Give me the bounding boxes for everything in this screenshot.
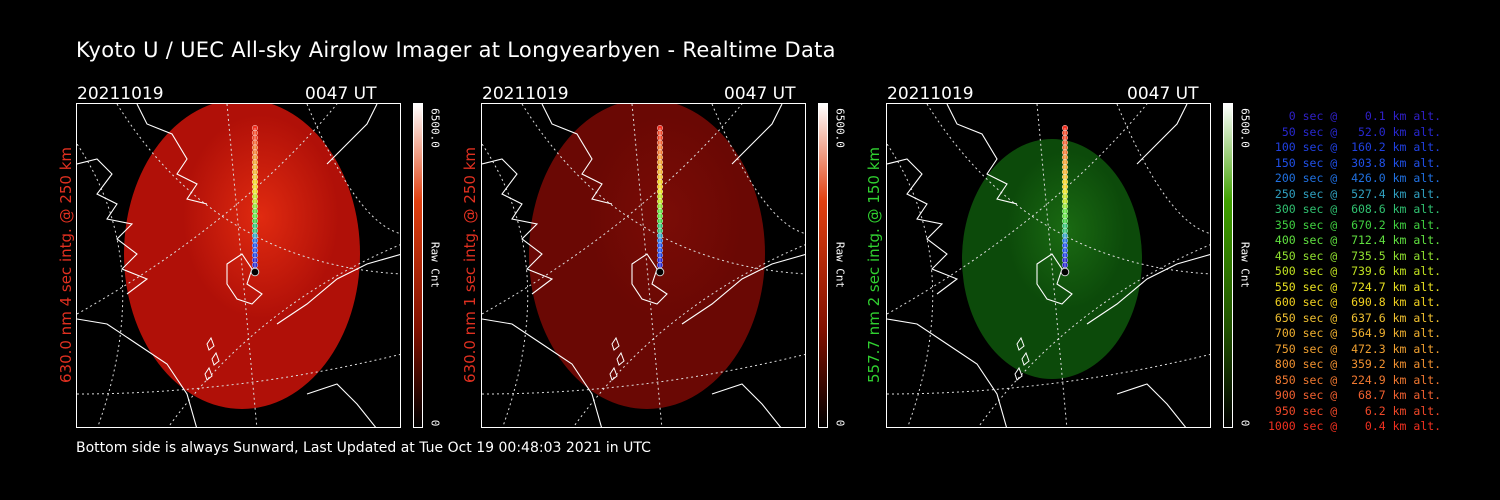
legend-row: 750 sec @ 472.3 km alt. [1268, 341, 1442, 356]
panel-3-cbar-max: 6500.0 [1238, 108, 1252, 148]
panel-1-date: 20211019 [77, 84, 164, 104]
airglow-field [529, 104, 765, 409]
airglow-field [124, 104, 360, 409]
graticule-line [1036, 104, 1068, 427]
coastline [1036, 253, 1073, 305]
graticule-line [77, 353, 400, 395]
coastline [136, 104, 208, 205]
legend-row: 900 sec @ 68.7 km alt. [1268, 388, 1442, 402]
allsky-map [77, 104, 400, 427]
island [204, 366, 213, 381]
island [616, 351, 625, 366]
legend-row: 500 sec @ 739.6 km alt. [1268, 264, 1442, 278]
legend-row: 800 sec @ 359.2 km alt. [1268, 357, 1442, 371]
graticule-line [887, 353, 1210, 395]
legend-row: 250 sec @ 527.4 km alt. [1268, 186, 1442, 201]
footer-status: Bottom side is always Sunward, Last Upda… [76, 440, 651, 456]
panel-1-time: 0047 UT [305, 84, 377, 104]
panel-2-date: 20211019 [482, 84, 569, 104]
panel-2-image [481, 103, 806, 428]
coastline [77, 158, 149, 295]
graticule-line [572, 244, 805, 427]
panel-3-cbar-label: Raw Cnt [1238, 241, 1252, 289]
coastline [306, 383, 377, 427]
graticule-line [887, 143, 934, 427]
trajectory-end-marker [250, 267, 260, 277]
coastline [946, 104, 1018, 205]
legend-row: 350 sec @ 670.2 km alt. [1268, 217, 1442, 232]
coastline [326, 104, 378, 165]
panel-1-colorbar [413, 103, 423, 428]
graticule-line [631, 104, 663, 427]
panel-2-time: 0047 UT [724, 84, 796, 104]
graticule-line [482, 143, 529, 427]
legend-row: 450 sec @ 735.5 km alt. [1268, 248, 1442, 263]
coastline [731, 104, 783, 165]
graticule-line [167, 244, 400, 427]
island [1014, 366, 1023, 381]
coastline [1136, 104, 1188, 165]
trajectory-end-marker [655, 267, 665, 277]
coastline [1086, 253, 1210, 325]
panel-1-cbar-min: 0 [428, 419, 442, 427]
coastline [276, 253, 400, 325]
panel-2-cbar-max: 6500.0 [833, 108, 847, 148]
coastline [887, 318, 1008, 427]
panel-3-colorbar [1223, 103, 1233, 428]
legend-row: 300 sec @ 608.6 km alt. [1268, 202, 1442, 216]
legend-row: 400 sec @ 712.4 km alt. [1268, 233, 1442, 247]
island [609, 366, 618, 381]
legend-row: 700 sec @ 564.9 km alt. [1268, 326, 1442, 340]
panel-3-side-label: 557.7 nm 2 sec intg. @ 150 km [865, 146, 883, 384]
coastline [482, 158, 554, 295]
panel-3-cbar-min: 0 [1238, 419, 1252, 427]
panel-3-date: 20211019 [887, 84, 974, 104]
panel-1-cbar-label: Raw Cnt [428, 241, 442, 289]
island [1016, 336, 1025, 351]
allsky-map [482, 104, 805, 427]
coastline [887, 158, 959, 295]
panel-3-image [886, 103, 1211, 428]
airglow-field [962, 139, 1142, 379]
coastline [711, 383, 782, 427]
trajectory-end-marker [1060, 267, 1070, 277]
panel-2-side-label: 630.0 nm 1 sec intg. @ 250 km [461, 146, 479, 384]
graticule-line [482, 353, 805, 395]
island [206, 336, 215, 351]
legend-row: 200 sec @ 426.0 km alt. [1268, 171, 1442, 185]
coastline [541, 104, 613, 205]
panel-1-side-label: 630.0 nm 4 sec intg. @ 250 km [57, 146, 75, 384]
coastline [681, 253, 805, 325]
legend-row: 550 sec @ 724.7 km alt. [1268, 279, 1442, 294]
legend-row: 650 sec @ 637.6 km alt. [1268, 310, 1442, 325]
legend-row: 950 sec @ 6.2 km alt. [1268, 403, 1442, 418]
legend-row: 850 sec @ 224.9 km alt. [1268, 372, 1442, 387]
graticule-line [977, 244, 1210, 427]
coastline [77, 318, 198, 427]
altitude-legend: 0 sec @ 0.1 km alt. 50 sec @ 52.0 km alt… [1268, 109, 1498, 439]
panel-2-cbar-min: 0 [833, 419, 847, 427]
legend-row: 600 sec @ 690.8 km alt. [1268, 295, 1442, 309]
coastline [482, 318, 603, 427]
legend-row: 1000 sec @ 0.4 km alt. [1268, 419, 1442, 433]
legend-row: 0 sec @ 0.1 km alt. [1268, 109, 1442, 123]
legend-row: 100 sec @ 160.2 km alt. [1268, 140, 1442, 154]
allsky-map [887, 104, 1210, 427]
graticule-line [226, 104, 258, 427]
panel-1-cbar-max: 6500.0 [428, 108, 442, 148]
graticule-line [77, 143, 124, 427]
legend-row: 50 sec @ 52.0 km alt. [1268, 124, 1442, 139]
panel-2-colorbar [818, 103, 828, 428]
island [1021, 351, 1030, 366]
coastline [1116, 383, 1187, 427]
panel-2-cbar-label: Raw Cnt [833, 241, 847, 289]
island [211, 351, 220, 366]
legend-row: 150 sec @ 303.8 km alt. [1268, 155, 1442, 170]
coastline [631, 253, 668, 305]
page-title: Kyoto U / UEC All-sky Airglow Imager at … [76, 38, 836, 62]
panel-1-image [76, 103, 401, 428]
panel-3-time: 0047 UT [1127, 84, 1199, 104]
coastline [226, 253, 263, 305]
island [611, 336, 620, 351]
